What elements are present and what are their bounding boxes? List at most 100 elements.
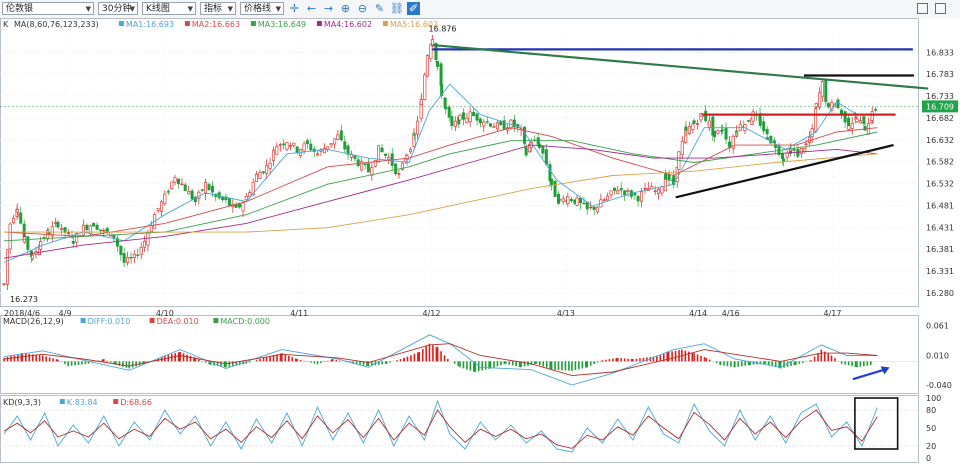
candle xyxy=(751,108,755,125)
candle-body xyxy=(692,120,696,124)
main-y-tick: 16.331 xyxy=(926,267,954,276)
candle xyxy=(696,119,700,130)
candle-body xyxy=(684,126,688,131)
candle-body xyxy=(814,103,818,108)
candle xyxy=(592,206,596,216)
candle xyxy=(380,143,384,153)
candle-body xyxy=(373,159,377,167)
candle-body xyxy=(409,148,413,153)
candle xyxy=(528,142,532,153)
candle xyxy=(850,117,854,135)
candle-body xyxy=(210,185,214,193)
ma-line-ma4 xyxy=(3,144,878,259)
window-maximize-icon[interactable] xyxy=(935,3,946,14)
window-restore-icon[interactable] xyxy=(917,3,928,14)
candle xyxy=(575,195,579,207)
candle-body xyxy=(221,197,225,201)
kd-legend-entry: K:83.84 xyxy=(67,398,98,407)
candle-body xyxy=(436,60,440,68)
candle-body xyxy=(566,196,570,205)
candle xyxy=(387,153,391,165)
main-panel-frame xyxy=(0,18,919,307)
candle xyxy=(558,198,562,202)
candle xyxy=(278,142,282,152)
ma-line-ma5 xyxy=(4,153,878,233)
candle-body xyxy=(803,148,807,152)
candle-body xyxy=(258,172,262,179)
candle-body xyxy=(804,143,808,145)
candle-body xyxy=(394,163,398,175)
candle-body xyxy=(792,149,796,151)
symbol-select[interactable]: 伦敦银 ▼ xyxy=(2,2,94,15)
candle xyxy=(808,131,812,147)
candle-body xyxy=(636,196,640,202)
chart-type-select[interactable]: K线图 ▼ xyxy=(142,2,196,15)
candle-body xyxy=(339,130,343,141)
pencil-icon[interactable]: ✎ xyxy=(374,2,385,15)
main-y-tick: 16.532 xyxy=(926,179,954,188)
ma-legend-entry: MA3:16.649 xyxy=(258,20,306,29)
candle xyxy=(272,146,276,167)
candle-body xyxy=(731,136,735,149)
candle xyxy=(363,162,367,170)
candle xyxy=(129,252,133,264)
zoom-out-icon[interactable]: ⊖ xyxy=(357,2,368,15)
candle-body xyxy=(200,189,204,191)
candle-body xyxy=(102,229,106,232)
link-icon[interactable]: ⛓ xyxy=(390,2,404,15)
candle xyxy=(366,158,370,173)
period-select[interactable]: 30分钟 ▼ xyxy=(98,2,138,15)
candle-body xyxy=(855,118,859,123)
candle-body xyxy=(606,195,610,201)
candle-body xyxy=(166,190,170,193)
candle-body xyxy=(139,246,143,255)
ma-legend-swatch xyxy=(184,21,190,26)
candle-body xyxy=(762,121,766,132)
candle xyxy=(512,114,516,132)
candle xyxy=(468,106,472,127)
candle-body xyxy=(478,118,482,124)
candle-body xyxy=(109,231,113,237)
candle-body xyxy=(810,128,814,137)
candle-body xyxy=(444,106,448,110)
candle-body xyxy=(197,191,201,199)
candle xyxy=(425,54,429,78)
draw-line-icon[interactable]: ✐ xyxy=(407,2,420,15)
candle-body xyxy=(343,141,347,150)
candle xyxy=(636,194,640,207)
candle-body xyxy=(489,123,493,127)
candle-body xyxy=(99,229,103,231)
indicator-select[interactable]: 指标 ▼ xyxy=(200,2,236,15)
candle-body xyxy=(275,146,279,155)
zoom-in-icon[interactable]: ⊕ xyxy=(340,2,351,15)
candle-body xyxy=(119,245,123,256)
ma-line-ma2 xyxy=(3,127,878,237)
candle xyxy=(309,138,313,152)
macd-legend-swatch xyxy=(80,318,86,323)
candle xyxy=(769,135,773,145)
main-y-tick: 16.582 xyxy=(926,158,954,167)
crosshair-icon[interactable]: ✛ xyxy=(289,2,300,15)
candle-body xyxy=(129,257,133,259)
candle-body xyxy=(12,217,16,223)
candle xyxy=(81,219,85,237)
candle-body xyxy=(412,134,416,136)
candle-body xyxy=(592,206,596,210)
candle-body xyxy=(492,126,496,128)
main-y-tick: 16.280 xyxy=(926,289,954,298)
candle xyxy=(59,223,63,235)
candle-body xyxy=(312,148,316,152)
price-line-select[interactable]: 价格线 ▼ xyxy=(240,2,284,15)
candle xyxy=(453,116,457,132)
candle-body xyxy=(333,138,337,145)
candle xyxy=(423,72,427,101)
candle-body xyxy=(234,204,238,208)
candle-body xyxy=(499,121,503,126)
x-tick-label: 4/9 xyxy=(59,309,72,318)
candle-body xyxy=(285,142,289,150)
arrow-right-icon[interactable]: → xyxy=(323,2,334,15)
candle xyxy=(207,182,211,191)
low-price-label: 16.273 xyxy=(10,295,38,304)
chart-toolbar: 伦敦银 ▼ 30分钟 ▼ K线图 ▼ 指标 ▼ 价格线 ▼ ✛ ← → ⊕ ⊖ ✎ ⛓ ✐ xyxy=(0,0,960,19)
arrow-left-icon[interactable]: ← xyxy=(306,2,317,15)
